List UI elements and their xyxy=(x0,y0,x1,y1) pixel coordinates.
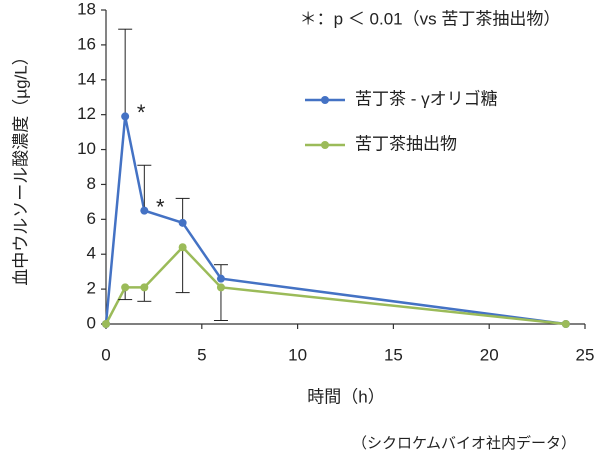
x-axis-label: 時間（h） xyxy=(307,387,384,406)
y-tick-label: 12 xyxy=(77,104,96,123)
y-tick-label: 18 xyxy=(77,0,96,18)
y-tick-label: 14 xyxy=(77,69,96,88)
x-tick-label: 20 xyxy=(480,345,499,364)
point xyxy=(178,243,187,252)
y-tick-label: 8 xyxy=(87,174,96,193)
x-tick-label: 15 xyxy=(384,345,403,364)
y-tick-label: 2 xyxy=(87,279,96,298)
x-tick-label: 0 xyxy=(101,345,110,364)
point xyxy=(140,206,149,215)
point xyxy=(216,283,225,292)
point xyxy=(102,320,110,328)
y-tick-label: 10 xyxy=(77,139,96,158)
line xyxy=(104,116,567,326)
source: （シクロケムバイオ社内データ） xyxy=(352,434,576,452)
annotation: * xyxy=(156,194,165,219)
y-axis-label: 血中ウルソール酸濃度（µg/L） xyxy=(11,48,30,285)
note: ＊：p ＜ 0.01（vs 苦丁茶抽出物） xyxy=(300,9,561,28)
annotation: * xyxy=(137,100,146,125)
x-tick-label: 10 xyxy=(288,345,307,364)
y-tick-label: 4 xyxy=(87,244,96,263)
point xyxy=(121,112,130,121)
y-tick-label: 6 xyxy=(87,209,96,228)
line xyxy=(104,245,566,326)
point xyxy=(140,283,149,292)
legend-label: 苦丁茶 - γオリゴ糖 xyxy=(355,88,498,108)
x-tick-label: 25 xyxy=(576,345,595,364)
legend-marker xyxy=(321,96,329,104)
point xyxy=(561,320,570,328)
point xyxy=(121,283,130,292)
y-tick-label: 0 xyxy=(87,313,96,332)
legend-marker xyxy=(321,141,329,149)
point xyxy=(216,274,225,283)
y-tick-label: 16 xyxy=(77,34,96,53)
point xyxy=(178,218,187,227)
legend-label: 苦丁茶抽出物 xyxy=(355,134,457,153)
x-tick-label: 5 xyxy=(197,345,206,364)
